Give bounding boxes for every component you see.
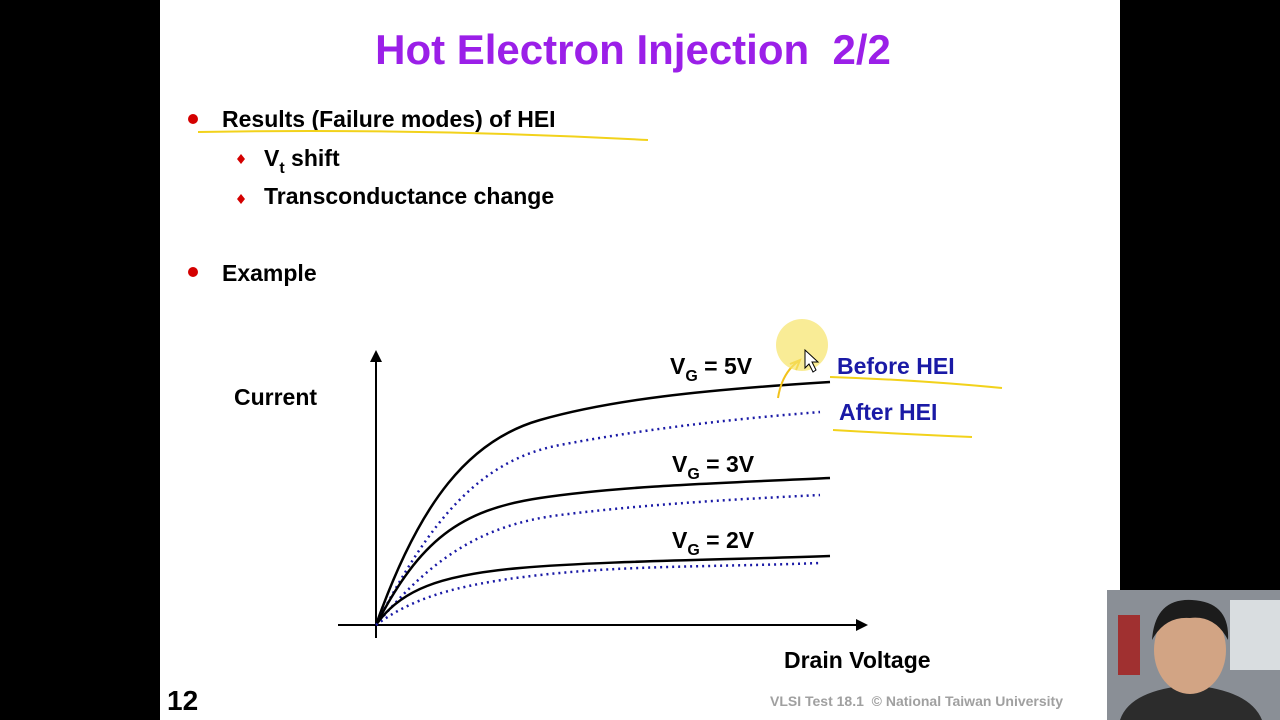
whiteboard (1230, 600, 1280, 670)
sub-bullet (237, 194, 245, 204)
iv-diagram: Current Drain Voltage VG = 5V VG = 3V VG… (234, 350, 955, 673)
wall-poster (1118, 615, 1140, 675)
mouse-cursor (804, 348, 820, 373)
x-axis-label: Drain Voltage (784, 647, 931, 673)
text-subscript: G (687, 466, 699, 483)
text-rest: shift (285, 145, 340, 171)
highlight-underline (197, 130, 649, 141)
axis-arrow (856, 619, 868, 631)
text-main: V (672, 527, 688, 553)
sub-bullet (237, 154, 245, 164)
text-subscript: G (687, 542, 699, 559)
cursor-highlight (776, 319, 828, 371)
page-number: 12 (167, 685, 198, 716)
highlight-underline (832, 429, 973, 438)
highlight-underline (829, 376, 1003, 389)
text-main: V (264, 145, 280, 171)
bullet-dot (188, 114, 198, 124)
text-rest: = 2V (700, 527, 755, 553)
bullet-text: Example (222, 260, 317, 286)
axis-arrow (370, 350, 382, 362)
face (1154, 606, 1226, 694)
legend-label: Before HEI (837, 353, 955, 379)
slide-title: Hot Electron Injection 2/2 (375, 26, 891, 73)
curve-before (374, 380, 831, 626)
sub-bullet-text: Vt shift (264, 145, 340, 177)
slide (160, 0, 1120, 720)
text-main: V (672, 451, 688, 477)
webcam-inset (1107, 590, 1280, 720)
bullet-text: Results (Failure modes) of HEI (222, 106, 556, 132)
curve-before (374, 476, 831, 626)
text-main: V (670, 353, 686, 379)
slide-footer: VLSI Test 18.1 © National Taiwan Univers… (770, 693, 1063, 709)
bullet-dot (188, 267, 198, 277)
shirt (1120, 685, 1262, 720)
curve-label: VG = 3V (672, 451, 755, 483)
text-rest: = 3V (700, 451, 755, 477)
sub-bullet-text: Transconductance change (264, 183, 554, 209)
legend-label: After HEI (839, 399, 937, 425)
text-subscript: t (279, 160, 285, 177)
y-axis-label: Current (234, 384, 317, 410)
curve-label: VG = 5V (670, 353, 753, 385)
curve-label: VG = 2V (672, 527, 755, 559)
text-subscript: G (685, 368, 697, 385)
hair (1152, 599, 1229, 640)
curve-after (375, 561, 821, 627)
curve-before (374, 554, 831, 626)
text-rest: = 5V (698, 353, 753, 379)
